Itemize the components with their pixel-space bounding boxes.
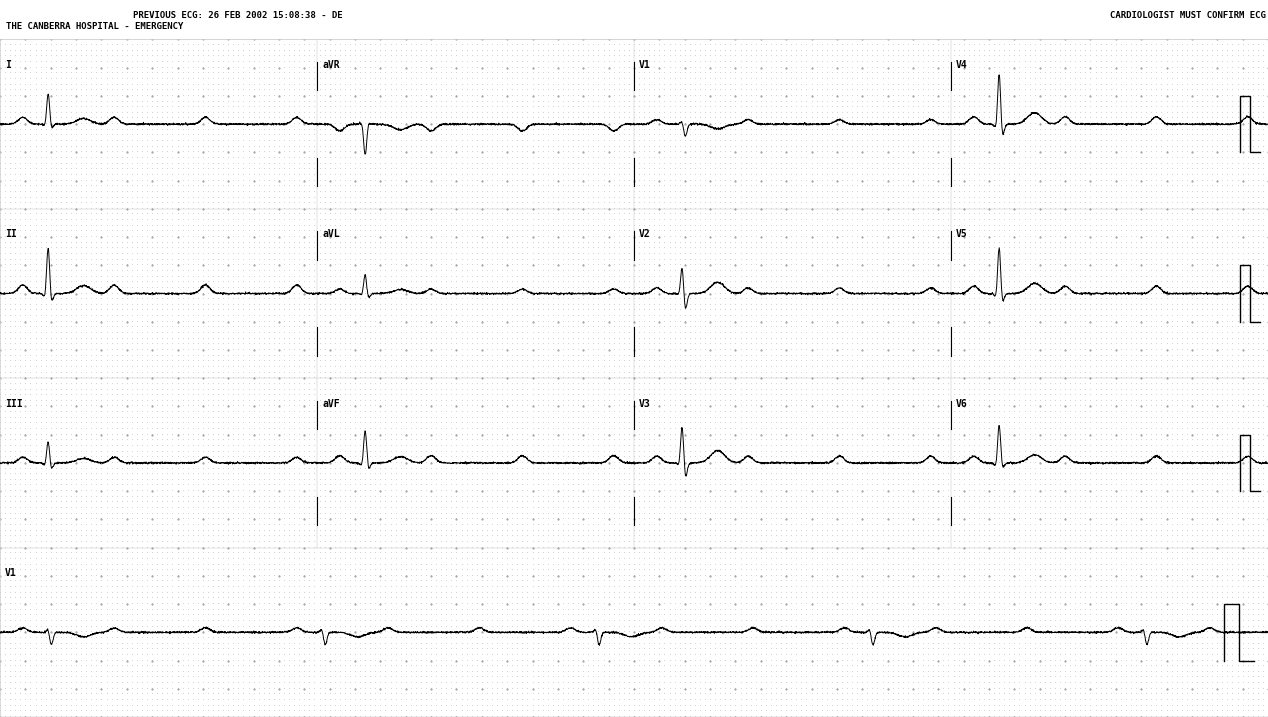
Text: I: I (5, 60, 11, 70)
Text: aVF: aVF (322, 399, 340, 409)
Text: V1: V1 (639, 60, 650, 70)
Text: III: III (5, 399, 23, 409)
Text: V6: V6 (956, 399, 967, 409)
Text: aVL: aVL (322, 229, 340, 239)
Text: V3: V3 (639, 399, 650, 409)
Text: V2: V2 (639, 229, 650, 239)
Text: aVR: aVR (322, 60, 340, 70)
Text: THE CANBERRA HOSPITAL - EMERGENCY: THE CANBERRA HOSPITAL - EMERGENCY (6, 22, 184, 31)
Text: V1: V1 (5, 568, 16, 578)
Text: PREVIOUS ECG: 26 FEB 2002 15:08:38 - DE: PREVIOUS ECG: 26 FEB 2002 15:08:38 - DE (133, 11, 342, 20)
Text: V4: V4 (956, 60, 967, 70)
Text: V5: V5 (956, 229, 967, 239)
Text: II: II (5, 229, 16, 239)
Text: CARDIOLOGIST MUST CONFIRM ECG: CARDIOLOGIST MUST CONFIRM ECG (1110, 11, 1265, 20)
